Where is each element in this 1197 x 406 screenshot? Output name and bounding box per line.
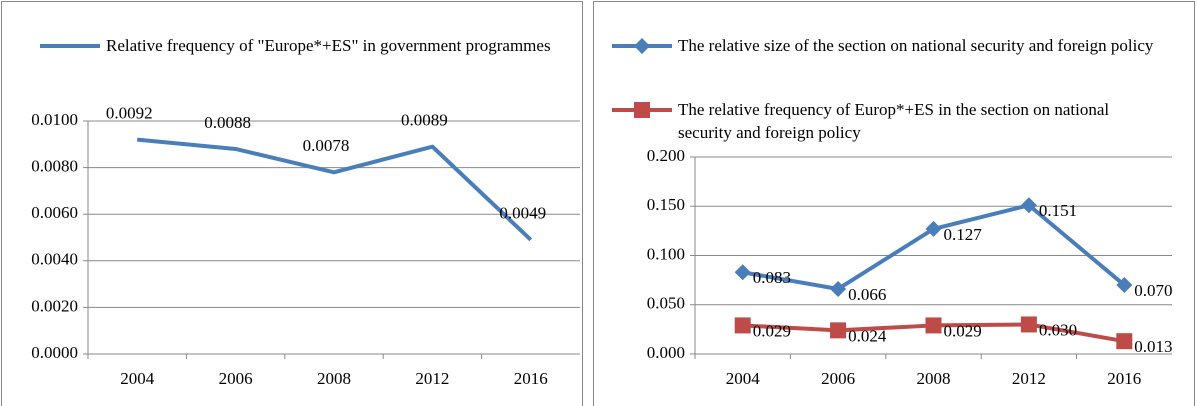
data-label: 0.127 xyxy=(944,225,983,244)
legend-label: The relative frequency of Europ*+ES in t… xyxy=(678,100,1110,142)
panel xyxy=(593,1,1195,406)
x-tick-label: 2016 xyxy=(1107,369,1141,388)
y-tick-label: 0.0000 xyxy=(31,343,78,362)
y-tick-label: 0.0100 xyxy=(31,110,78,129)
series-line xyxy=(137,137,533,242)
data-label: 0.0089 xyxy=(401,111,448,130)
marker xyxy=(734,317,751,334)
data-label: 0.0078 xyxy=(303,136,350,155)
data-label: 0.066 xyxy=(848,285,886,304)
marker xyxy=(925,220,942,237)
data-label: 0.030 xyxy=(1039,320,1077,339)
panel xyxy=(1,1,583,406)
marker xyxy=(830,280,847,297)
marker xyxy=(1116,277,1133,294)
data-label: 0.070 xyxy=(1134,281,1172,300)
legend-label: Relative frequency of "Europe*+ES" in go… xyxy=(106,36,551,55)
data-label: 0.0088 xyxy=(204,113,251,132)
data-label: 0.029 xyxy=(944,321,982,340)
data-label: 0.0049 xyxy=(499,204,546,223)
marker xyxy=(734,264,751,281)
marker xyxy=(1020,197,1037,214)
y-tick-label: 0.150 xyxy=(647,195,685,214)
x-tick-label: 2016 xyxy=(514,369,548,388)
data-label: 0.029 xyxy=(753,321,791,340)
marker xyxy=(1116,333,1133,350)
legend-label: The relative size of the section on nati… xyxy=(678,36,1154,55)
x-tick-label: 2012 xyxy=(1012,369,1046,388)
marker xyxy=(634,102,650,118)
x-tick-label: 2006 xyxy=(219,369,253,388)
x-tick-label: 2012 xyxy=(415,369,449,388)
data-label: 0.0092 xyxy=(106,104,153,123)
data-label: 0.024 xyxy=(848,326,887,345)
data-label: 0.083 xyxy=(753,268,791,287)
x-tick-label: 2004 xyxy=(726,369,761,388)
y-tick-label: 0.050 xyxy=(647,294,685,313)
y-tick-label: 0.0020 xyxy=(31,296,78,315)
x-tick-label: 2008 xyxy=(917,369,951,388)
y-tick-label: 0.100 xyxy=(647,244,685,263)
x-tick-label: 2008 xyxy=(317,369,351,388)
x-tick-label: 2004 xyxy=(120,369,155,388)
y-tick-label: 0.0060 xyxy=(31,203,78,222)
marker xyxy=(1020,316,1037,333)
y-tick-label: 0.0080 xyxy=(31,157,78,176)
data-label: 0.013 xyxy=(1134,337,1172,356)
y-tick-label: 0.000 xyxy=(647,343,685,362)
marker xyxy=(925,317,942,334)
x-tick-label: 2006 xyxy=(821,369,855,388)
marker xyxy=(634,38,650,54)
data-label: 0.151 xyxy=(1039,201,1077,220)
y-tick-label: 0.0040 xyxy=(31,250,78,269)
y-tick-label: 0.200 xyxy=(647,146,685,165)
marker xyxy=(830,322,847,339)
